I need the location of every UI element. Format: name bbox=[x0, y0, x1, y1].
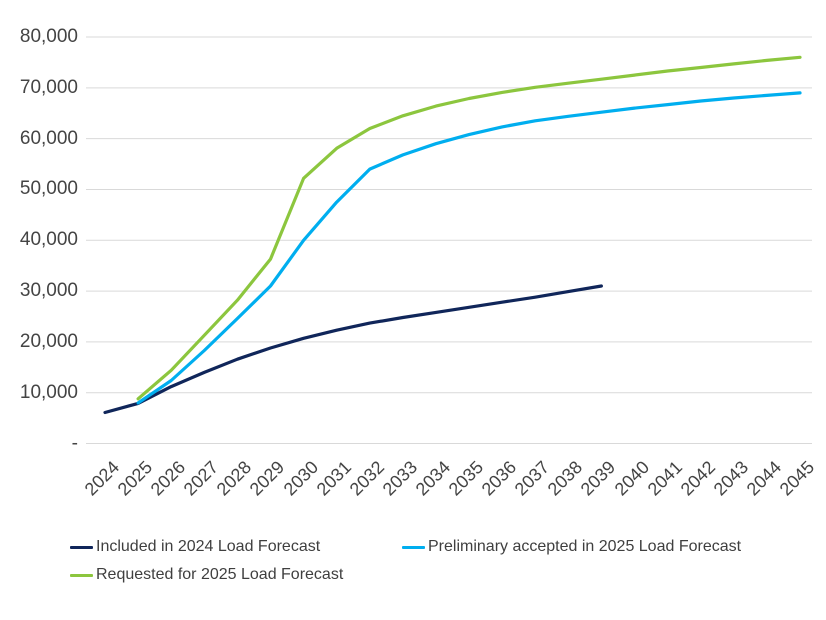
line-chart bbox=[86, 36, 812, 444]
y-tick-label: - bbox=[71, 432, 78, 454]
series-line bbox=[136, 55, 802, 401]
y-tick-label: 60,000 bbox=[19, 127, 78, 149]
y-tick-label: 40,000 bbox=[19, 229, 78, 251]
legend-label: Requested for 2025 Load Forecast bbox=[96, 566, 344, 583]
y-tick-label: 50,000 bbox=[19, 178, 78, 200]
series-line bbox=[103, 284, 604, 415]
y-tick-label: 20,000 bbox=[19, 330, 78, 352]
legend-item: Included in 2024 Load Forecast bbox=[70, 538, 402, 556]
legend-label: Preliminary accepted in 2025 Load Foreca… bbox=[428, 538, 742, 555]
legend-item: Requested for 2025 Load Forecast bbox=[70, 566, 402, 584]
series-line bbox=[136, 91, 802, 405]
legend-swatch-line-icon bbox=[402, 545, 425, 549]
legend-item: Preliminary accepted in 2025 Load Foreca… bbox=[402, 538, 741, 556]
legend-swatch-line-icon bbox=[70, 573, 93, 577]
y-tick-label: 80,000 bbox=[19, 26, 78, 47]
chart-legend: Included in 2024 Load Forecast Preliminar… bbox=[70, 538, 741, 584]
y-tick-label: 70,000 bbox=[19, 76, 78, 98]
legend-label: Included in 2024 Load Forecast bbox=[96, 538, 321, 555]
y-tick-label: 30,000 bbox=[19, 280, 78, 302]
legend-swatch-line-icon bbox=[70, 545, 93, 549]
y-tick-label: 10,000 bbox=[19, 381, 78, 403]
